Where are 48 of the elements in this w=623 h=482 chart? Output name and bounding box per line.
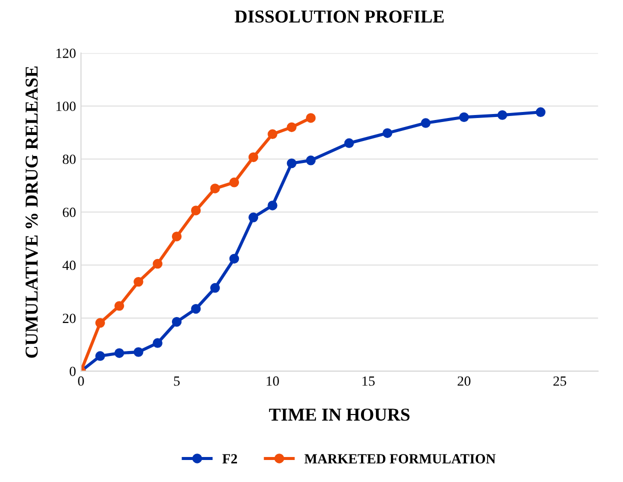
x-tick-label: 5 [174, 376, 180, 386]
point [306, 156, 316, 166]
chart-title: DISSOLUTION PROFILE [234, 10, 444, 23]
point [229, 254, 240, 264]
point [497, 110, 508, 120]
point [248, 152, 258, 162]
point [268, 200, 278, 210]
x-tick-label: 15 [362, 376, 375, 386]
y-tick-label: 40 [62, 260, 76, 270]
y-tick-label: 20 [62, 314, 76, 324]
point [459, 112, 469, 122]
y-axis-title: CUMULATIVE % DRUG RELEASE [26, 66, 38, 358]
point [114, 301, 124, 311]
point [114, 348, 124, 358]
point [152, 338, 162, 348]
point [210, 283, 220, 293]
y-tick-label: 80 [62, 154, 76, 164]
y-tick-label: 100 [56, 102, 76, 111]
point [344, 138, 354, 148]
point [229, 178, 240, 188]
point [172, 232, 182, 242]
x-tick-label: 25 [553, 376, 566, 386]
point [152, 258, 162, 269]
legend-label: MARKETED FORMULATION [304, 454, 496, 464]
point [248, 212, 258, 222]
point [134, 347, 144, 357]
point [191, 304, 201, 314]
point [134, 276, 144, 287]
y-tick-label: 60 [62, 208, 76, 218]
y-tick-label: 0 [70, 366, 76, 376]
point [95, 351, 106, 361]
point [536, 107, 546, 117]
x-tick-label: 0 [78, 376, 84, 386]
point [210, 184, 220, 194]
point [286, 158, 297, 168]
x-axis-title: TIME IN HOURS [269, 408, 410, 421]
point [286, 122, 297, 132]
x-tick-label: 20 [458, 376, 470, 386]
legend-label: F2 [222, 454, 238, 464]
point [172, 316, 182, 327]
point [191, 206, 201, 216]
y-tick-label: 120 [56, 48, 76, 58]
point [420, 118, 431, 128]
point [306, 113, 316, 123]
point [268, 129, 278, 139]
point [95, 318, 106, 328]
x-tick-label: 10 [266, 376, 279, 386]
point [382, 128, 392, 138]
